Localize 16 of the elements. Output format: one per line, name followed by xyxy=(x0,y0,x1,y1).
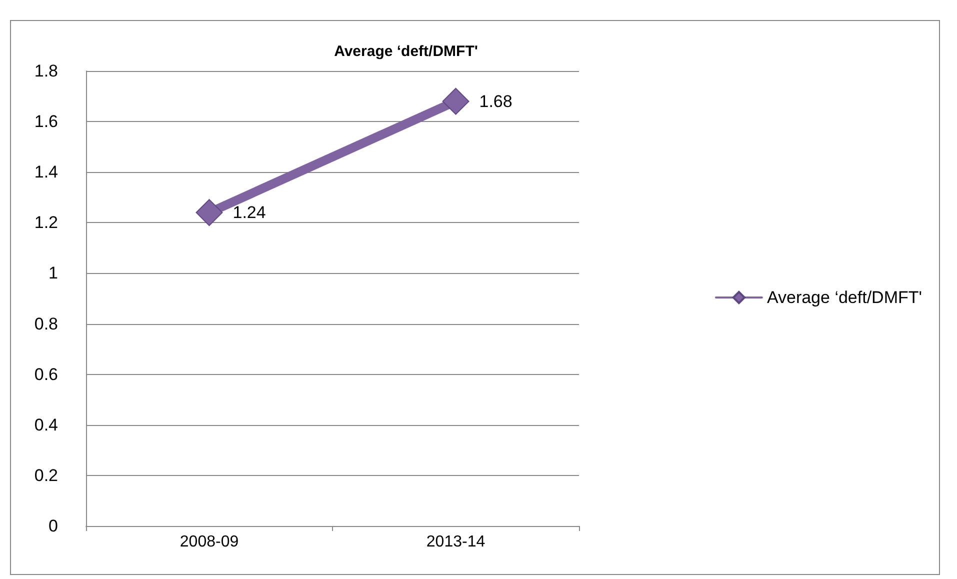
y-tick-label: 1.4 xyxy=(34,162,58,182)
chart-title: Average ‘deft/DMFT' xyxy=(334,43,478,60)
y-tick-label: 1.2 xyxy=(34,213,58,232)
data-label: 1.68 xyxy=(479,92,512,111)
x-tick-label: 2008-09 xyxy=(180,534,239,550)
y-tick-label: 0.6 xyxy=(34,364,58,384)
y-tick-label: 0.2 xyxy=(34,466,58,485)
data-label: 1.24 xyxy=(232,203,266,222)
legend-label: Average ‘deft/DMFT' xyxy=(766,288,922,307)
y-tick-label: 1.8 xyxy=(34,62,58,80)
y-tick-label: 0.4 xyxy=(34,415,58,434)
y-tick-label: 0 xyxy=(48,516,58,536)
y-tick-label: 0.8 xyxy=(34,314,58,334)
y-tick-label: 1.6 xyxy=(34,112,58,132)
y-tick-label: 1 xyxy=(48,264,58,283)
x-tick-label: 2013-14 xyxy=(426,534,486,550)
